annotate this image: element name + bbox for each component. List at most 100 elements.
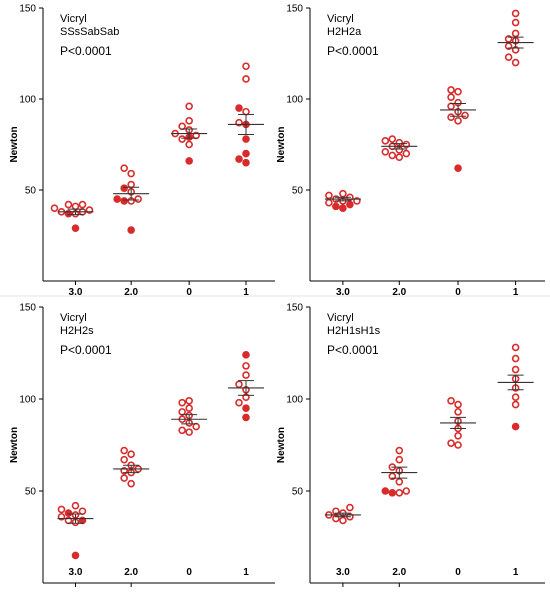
data-point-hollow <box>454 400 462 409</box>
x-tick-label: 1 <box>513 567 519 578</box>
data-point-hollow <box>242 62 250 71</box>
data-point-hollow <box>388 135 397 143</box>
data-point-filled <box>346 200 354 209</box>
data-point-filled <box>242 413 250 422</box>
data-point-hollow <box>339 189 347 198</box>
data-point-hollow <box>511 58 520 67</box>
data-point-hollow <box>511 365 520 374</box>
data-point-hollow <box>242 371 250 379</box>
x-tick-label: 0 <box>186 567 192 578</box>
x-tick-label: 1 <box>513 287 519 298</box>
data-point-hollow <box>454 408 462 416</box>
data-point-hollow <box>454 87 462 96</box>
data-point-hollow <box>185 404 193 413</box>
data-point-hollow <box>388 151 397 160</box>
data-point-hollow <box>134 195 142 203</box>
y-axis-label: Newton <box>9 427 20 463</box>
x-tick-label: 1 <box>243 287 249 298</box>
data-point-hollow <box>71 202 80 211</box>
data-point-filled <box>332 202 340 211</box>
data-point-hollow <box>235 398 243 407</box>
y-tick-label: 150 <box>286 303 303 314</box>
x-tick-label: 3.0 <box>336 287 350 298</box>
x-tick-label: 3.0 <box>69 287 83 298</box>
data-point-hollow <box>192 422 200 431</box>
data-point-filled <box>339 204 347 212</box>
chart-title-line2: H2H2s <box>60 325 94 337</box>
data-point-filled <box>454 164 462 172</box>
data-point-hollow <box>242 75 250 83</box>
data-point-hollow <box>57 505 66 514</box>
data-point-filled <box>71 551 80 560</box>
data-point-hollow <box>395 477 404 486</box>
chart-title-line1: Vicryl <box>327 312 354 324</box>
chart-title-line1: Vicryl <box>60 13 87 25</box>
data-point-hollow <box>402 149 411 158</box>
data-point-hollow <box>325 191 333 200</box>
y-tick-label: 150 <box>19 303 36 314</box>
data-point-hollow <box>242 107 250 116</box>
data-point-hollow <box>461 111 469 120</box>
data-point-hollow <box>235 380 243 389</box>
p-value-label: P<0.0001 <box>60 44 112 58</box>
data-point-filled <box>242 149 250 158</box>
data-point-hollow <box>178 426 186 435</box>
y-tick-label: 100 <box>286 95 303 106</box>
data-point-hollow <box>447 439 455 447</box>
x-tick-label: 2.0 <box>392 567 406 578</box>
data-point-hollow <box>346 503 354 512</box>
data-point-filled <box>381 487 390 495</box>
data-point-filled <box>235 155 243 163</box>
data-point-hollow <box>395 455 404 464</box>
chart-title-line1: Vicryl <box>327 13 354 25</box>
y-tick-label: 50 <box>25 186 37 197</box>
y-tick-label: 100 <box>19 395 36 406</box>
data-point-hollow <box>402 487 411 495</box>
data-point-hollow <box>395 153 404 162</box>
data-point-hollow <box>185 397 193 405</box>
data-point-hollow <box>78 507 87 516</box>
data-point-hollow <box>511 343 520 352</box>
data-point-filled <box>242 404 250 413</box>
p-value-label: P<0.0001 <box>327 44 379 58</box>
y-tick-label: 50 <box>292 487 304 498</box>
data-point-filled <box>242 158 250 167</box>
data-point-hollow <box>447 113 455 121</box>
data-point-hollow <box>381 137 390 145</box>
x-tick-label: 3.0 <box>69 567 83 578</box>
data-point-hollow <box>447 93 455 101</box>
chart-title-line2: SSsSabSab <box>60 26 119 38</box>
data-point-hollow <box>511 9 520 18</box>
y-axis-label: Newton <box>276 427 287 463</box>
data-point-hollow <box>178 398 186 407</box>
y-axis-label: Newton <box>9 126 20 162</box>
data-point-hollow <box>511 400 520 409</box>
data-point-hollow <box>395 446 404 455</box>
x-tick-label: 0 <box>186 287 192 298</box>
chart-title-line1: Vicryl <box>60 312 87 324</box>
data-point-hollow <box>64 200 73 209</box>
data-point-hollow <box>511 393 520 401</box>
y-tick-label: 100 <box>19 95 36 106</box>
data-point-hollow <box>120 164 128 172</box>
y-axis-label: Newton <box>276 126 287 162</box>
data-point-hollow <box>120 474 128 482</box>
data-point-hollow <box>381 147 390 156</box>
data-point-hollow <box>395 489 404 497</box>
data-point-filled <box>120 184 128 192</box>
p-value-label: P<0.0001 <box>327 343 379 357</box>
data-point-hollow <box>127 169 135 178</box>
y-tick-label: 50 <box>25 487 37 498</box>
data-point-hollow <box>178 408 186 416</box>
x-tick-label: 0 <box>455 567 461 578</box>
data-point-filled <box>388 489 397 497</box>
data-point-filled <box>235 104 243 112</box>
data-point-hollow <box>50 204 59 212</box>
x-tick-label: 0 <box>455 287 461 298</box>
x-tick-label: 2.0 <box>392 287 406 298</box>
data-point-hollow <box>454 431 462 440</box>
data-point-hollow <box>185 117 193 125</box>
